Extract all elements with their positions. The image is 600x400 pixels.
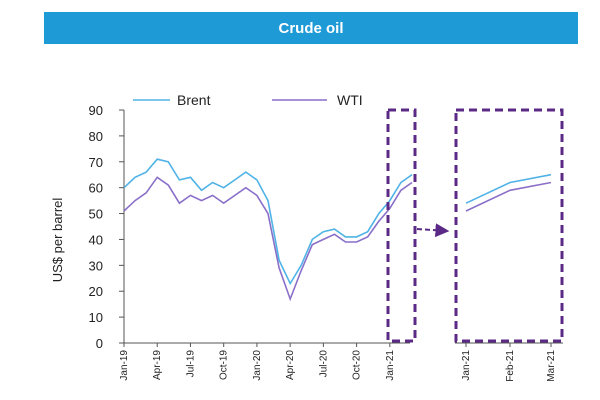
zoom-series-line-brent (465, 173, 552, 204)
y-ticks: 0 10 20 30 40 50 60 70 80 90 (89, 103, 124, 351)
y-tick-label: 70 (89, 155, 103, 170)
y-tick-label: 10 (89, 310, 103, 325)
legend-label-wti: WTI (337, 92, 363, 108)
x-tick-label: Oct-19 (219, 350, 230, 380)
zoom-series-line-wti (465, 181, 552, 212)
y-axis-label: US$ per barrel (50, 198, 65, 283)
x-tick-label: Jan-20 (252, 350, 263, 381)
x-ticks-main: Jan-19 Apr-19 Jul-19 Oct-19 Jan-20 Apr-20 Jul-… (119, 343, 396, 381)
series-line-wti (123, 176, 413, 302)
y-tick-label: 30 (89, 258, 103, 273)
series-line-brent (123, 158, 413, 286)
y-tick-label: 20 (89, 284, 103, 299)
x-tick-label-zoom: Jan-21 (461, 350, 472, 381)
y-tick-label: 80 (89, 129, 103, 144)
lines-main (123, 158, 413, 302)
highlight-box-right (454, 108, 564, 343)
y-tick-label: 40 (89, 232, 103, 247)
x-tick-label: Jul-20 (318, 350, 329, 378)
highlight-box-left (386, 108, 417, 343)
zoom-arrow (416, 223, 450, 238)
y-tick-label: 0 (96, 336, 103, 351)
y-tick-label: 90 (89, 103, 103, 118)
lines-zoom (465, 173, 552, 212)
x-tick-label: Jan-19 (119, 350, 130, 381)
x-tick-label: Oct-20 (352, 350, 363, 380)
x-tick-label-zoom: Mar-21 (546, 350, 557, 382)
legend-label-brent: Brent (177, 92, 211, 108)
x-tick-label: Jul-19 (185, 350, 196, 378)
chart-title: Crude oil (278, 19, 344, 37)
chart-title-banner: Crude oil (44, 12, 578, 44)
x-tick-label: Apr-20 (285, 350, 296, 380)
x-tick-label: Apr-19 (152, 350, 163, 380)
x-tick-label: Jan-21 (385, 350, 396, 381)
x-ticks-zoom: Jan-21 Feb-21 Mar-21 (461, 343, 557, 382)
y-tick-label: 60 (89, 181, 103, 196)
x-tick-label-zoom: Feb-21 (505, 350, 516, 382)
y-tick-label: 50 (89, 207, 103, 222)
